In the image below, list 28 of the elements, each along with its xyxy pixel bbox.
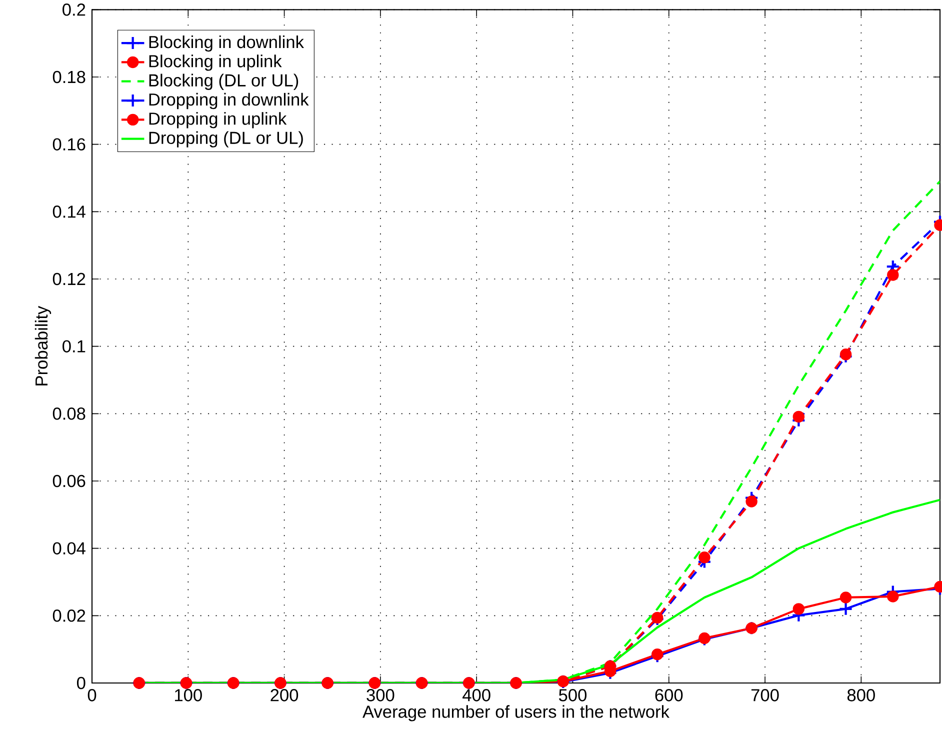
- y-tick-label: 0.12: [52, 272, 86, 286]
- legend-label: Dropping in uplink: [149, 112, 287, 128]
- y-tick-label: 0.14: [52, 206, 86, 218]
- legend-label: Blocking in downlink: [149, 35, 304, 52]
- x-tick-label: 300: [366, 689, 394, 702]
- y-tick-label: 0.18: [52, 70, 86, 84]
- x-tick-label: 400: [462, 689, 490, 702]
- y-tick-label: 0.08: [52, 408, 86, 420]
- x-tick-label: 700: [751, 689, 779, 702]
- legend-label: Dropping in downlink: [149, 92, 309, 110]
- y-tick-label: 0.2: [62, 4, 86, 16]
- x-tick-label: 0: [88, 689, 96, 702]
- legend-label: Blocking (DL or UL): [149, 74, 298, 90]
- x-tick-label: 800: [847, 689, 875, 702]
- y-tick-label: 0.06: [52, 474, 86, 488]
- x-axis-title: Average number of users in the network: [362, 705, 670, 722]
- y-tick-label: 0: [76, 676, 86, 690]
- x-tick-label: 100: [175, 689, 202, 702]
- legend-label: Blocking in uplink: [149, 54, 282, 71]
- y-tick-label: 0.02: [52, 610, 86, 622]
- y-axis-title: Probability: [34, 306, 52, 386]
- legend-label: Dropping (DL or UL): [149, 131, 303, 148]
- y-tick-label: 0.1: [62, 340, 86, 352]
- y-tick-label: 0.04: [52, 542, 86, 554]
- x-tick-label: 500: [558, 689, 587, 702]
- x-tick-label: 600: [655, 689, 683, 702]
- x-tick-label: 200: [270, 689, 298, 702]
- y-tick-label: 0.16: [52, 138, 86, 150]
